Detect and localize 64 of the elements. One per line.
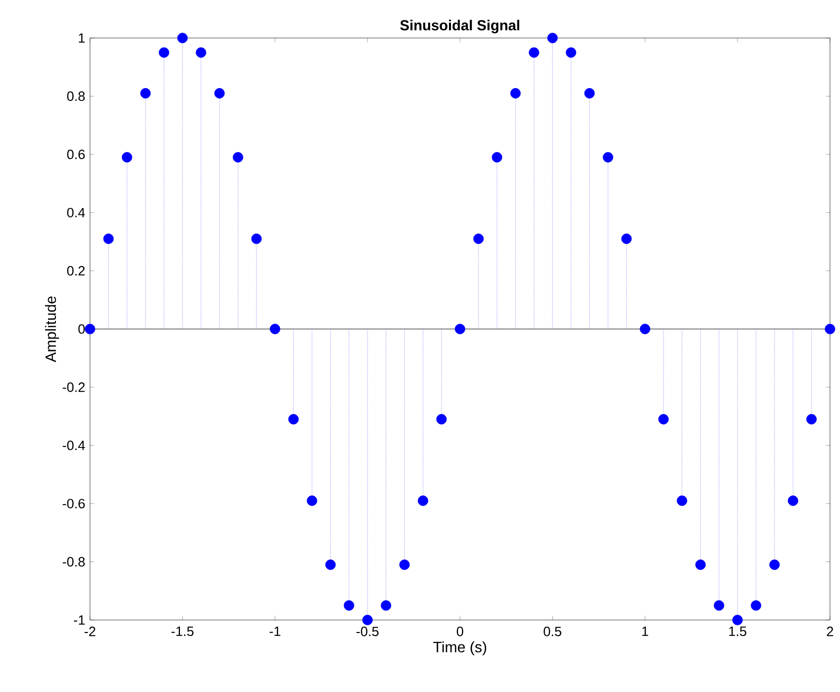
point [547,32,558,44]
y-tick-label: -1 [74,615,85,625]
y-axis-title: Amplitude [45,296,59,362]
point [750,600,762,611]
point [714,600,724,611]
x-axis-title: Time (s) [433,641,486,656]
point [362,614,373,626]
point [492,152,502,163]
x-tick-label: 1.5 [729,626,746,636]
point [270,324,280,334]
point [103,234,114,244]
point [621,234,632,244]
point [806,414,817,424]
point [584,88,595,98]
y-tick-label: -0.6 [62,498,85,508]
point [676,495,688,506]
point [769,560,780,570]
point [380,600,392,611]
point [251,234,262,244]
point [788,495,798,506]
point [658,414,669,424]
x-tick-label: 0 [456,626,464,636]
x-tick-label: 1 [642,626,648,636]
point [454,324,466,334]
y-tick-label: 0.6 [67,150,85,160]
y-tick-label: 1 [78,33,85,43]
point [566,47,576,58]
point [528,47,540,58]
point [640,324,650,334]
point [824,324,836,334]
point [399,560,410,570]
point [325,560,336,570]
point [140,88,151,98]
x-tick-label: 2 [826,626,834,636]
point [732,614,743,626]
y-tick-label: 0.8 [67,91,85,101]
chart-title: Sinusoidal Signal [400,20,520,34]
x-tick-label: -1.5 [172,626,194,636]
point [344,600,354,611]
y-tick-label: 0.4 [67,208,85,218]
point [510,88,521,98]
point [232,152,244,163]
point [306,495,318,506]
x-tick-label: -0.5 [356,626,379,636]
x-tick-label: -2 [84,626,96,636]
point [196,47,206,58]
y-tick-label: -0.2 [62,382,85,392]
point [695,560,706,570]
point [602,152,614,163]
point [122,152,132,163]
point [418,495,428,506]
point [214,88,225,98]
point [158,47,170,58]
y-tick-label: -0.4 [62,440,85,450]
point [177,32,188,44]
x-tick-label: -1 [270,626,280,636]
y-tick-label: 0.2 [67,266,85,276]
y-tick-label: -0.8 [62,557,85,567]
point [288,414,299,424]
point [436,414,447,424]
point [473,234,484,244]
y-tick-label: 0 [78,324,85,334]
x-tick-label: 0.5 [544,626,562,636]
point [84,324,96,334]
